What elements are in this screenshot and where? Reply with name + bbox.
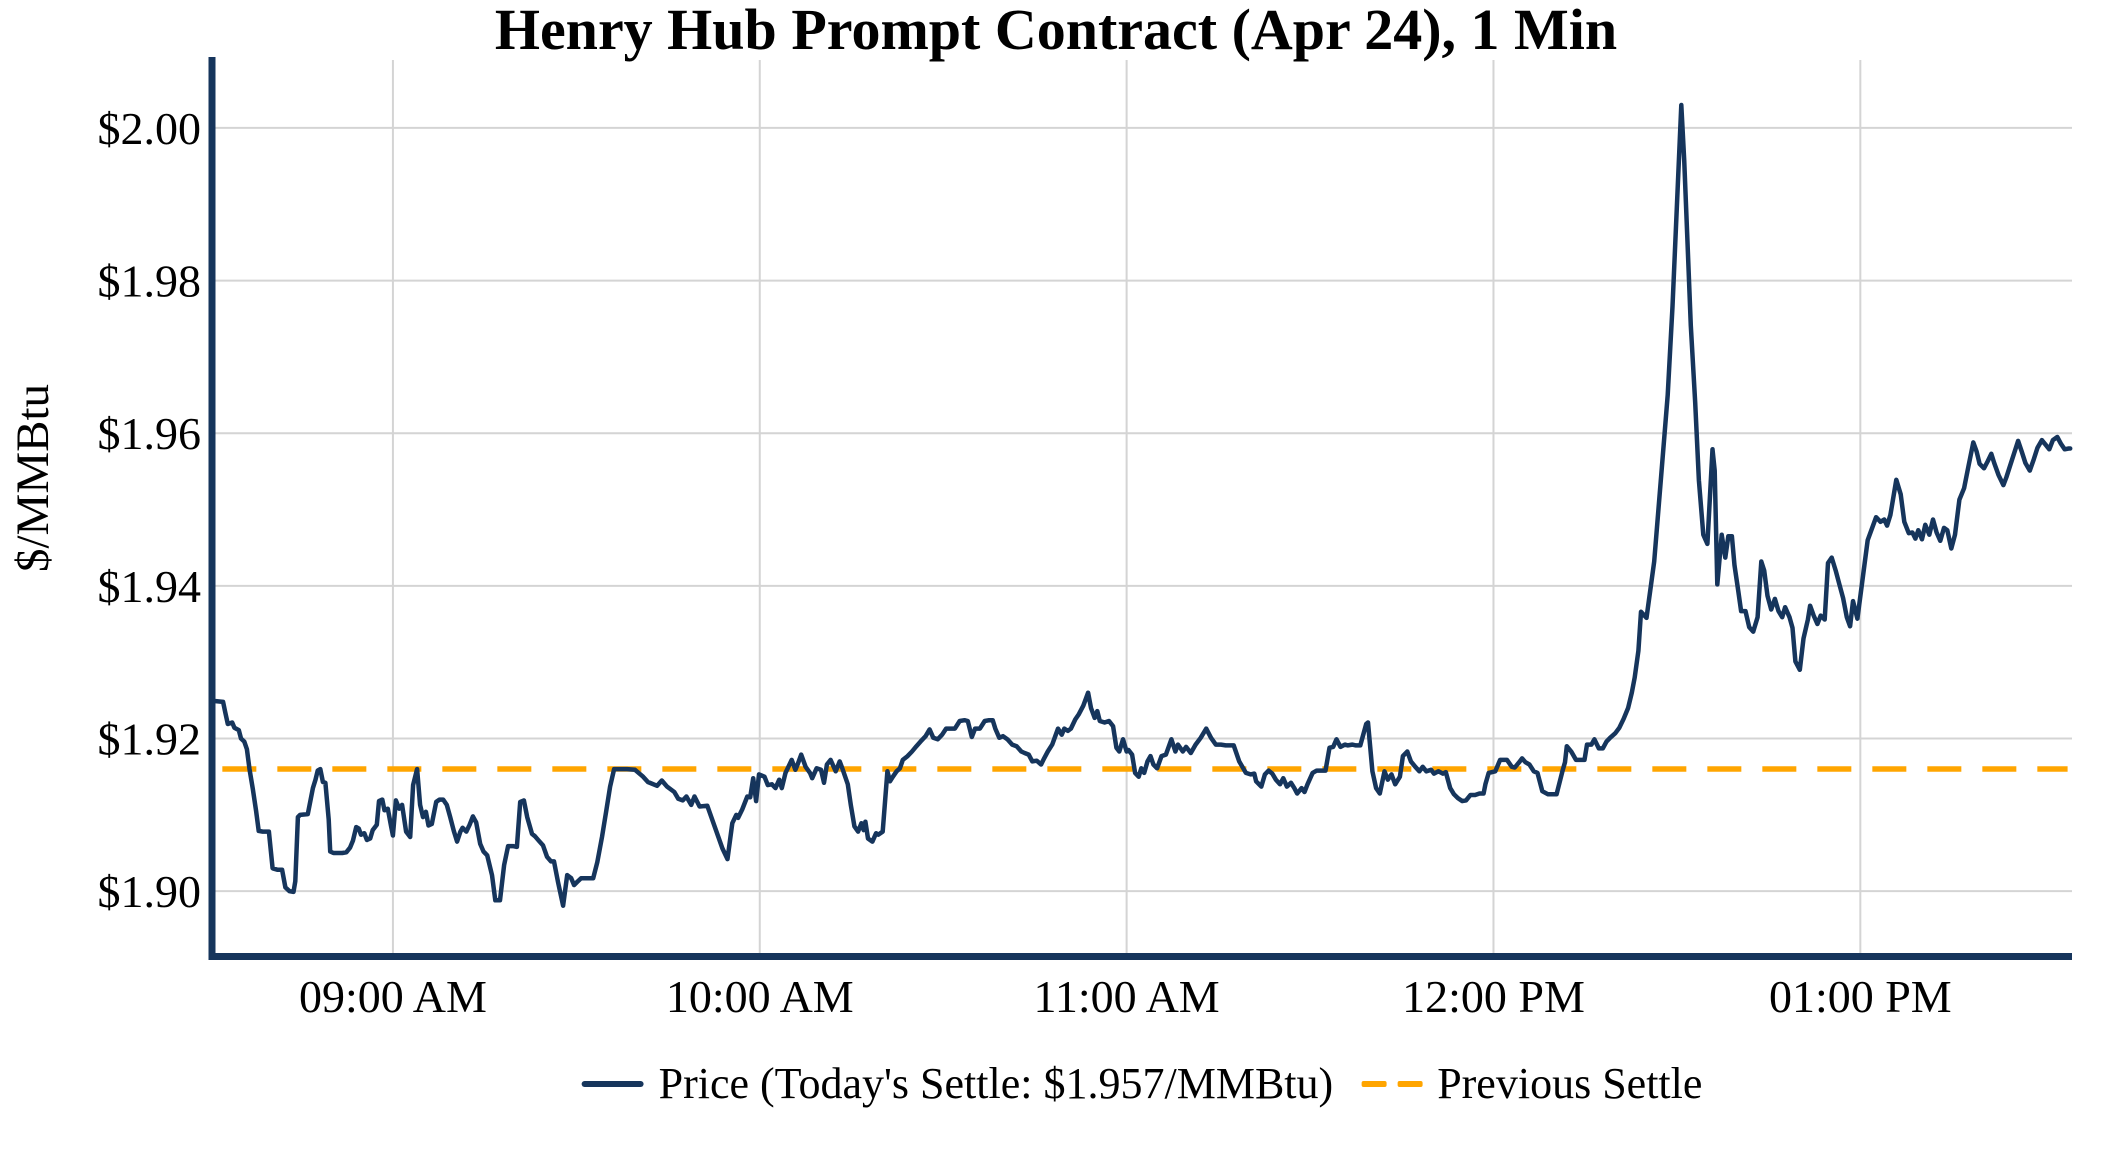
- y-tick-label: $1.98: [98, 256, 202, 307]
- y-tick-label: $2.00: [98, 103, 202, 154]
- x-tick-label: 12:00 PM: [1402, 971, 1585, 1022]
- price-line-swatch: [581, 1080, 644, 1087]
- x-tick-label: 01:00 PM: [1769, 971, 1952, 1022]
- previous-settle-swatch: [1361, 1080, 1423, 1087]
- legend-settle-label: Previous Settle: [1437, 1059, 1703, 1108]
- chart-title: Henry Hub Prompt Contract (Apr 24), 1 Mi…: [494, 0, 1618, 62]
- y-tick-label: $1.90: [98, 866, 202, 917]
- dash-icon: [1361, 1080, 1387, 1087]
- x-tick-label: 10:00 AM: [666, 971, 854, 1022]
- x-tick-label: 11:00 AM: [1034, 971, 1220, 1022]
- y-tick-label: $1.96: [98, 408, 202, 459]
- legend: Price (Today's Settle: $1.957/MMBtu) Pre…: [581, 1058, 1703, 1109]
- x-tick-label: 09:00 AM: [299, 971, 487, 1022]
- dash-icon: [1397, 1080, 1423, 1087]
- legend-price-label: Price (Today's Settle: $1.957/MMBtu): [658, 1059, 1334, 1108]
- price-line: [213, 102, 2073, 908]
- y-tick-label: $1.92: [98, 714, 202, 765]
- y-tick-label: $1.94: [98, 561, 202, 612]
